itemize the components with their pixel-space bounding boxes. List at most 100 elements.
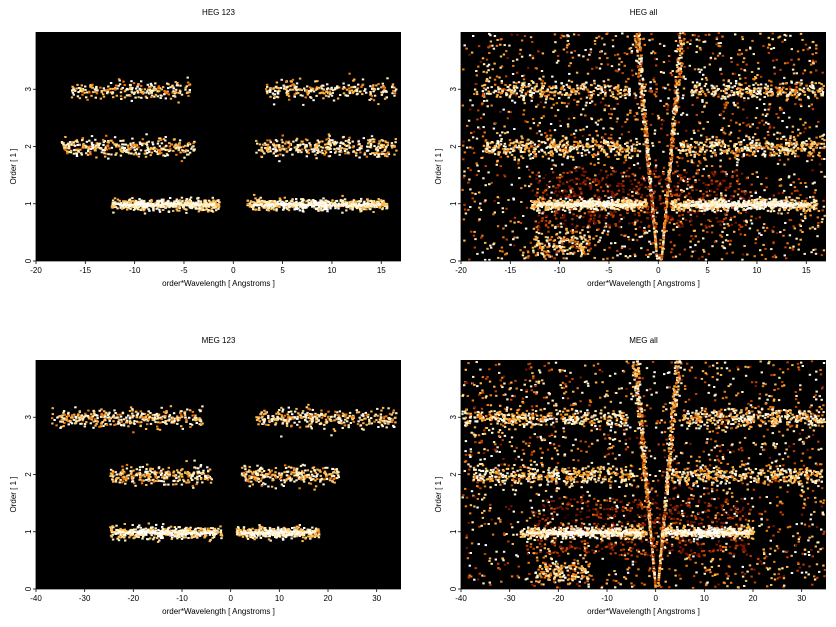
heatmap-cell xyxy=(217,207,220,210)
heatmap-cell xyxy=(184,148,188,151)
heatmap-cell xyxy=(326,146,329,148)
heatmap-cell xyxy=(493,78,497,81)
heatmap-cell xyxy=(751,39,754,42)
heatmap-cell xyxy=(352,79,355,82)
heatmap-cell xyxy=(157,87,160,90)
heatmap-cell xyxy=(654,242,657,245)
heatmap-cell xyxy=(730,57,733,60)
heatmap-cell xyxy=(709,194,712,197)
heatmap-cell xyxy=(724,171,727,173)
heatmap-cell xyxy=(373,94,377,97)
heatmap-cell xyxy=(181,199,184,202)
heatmap-cell xyxy=(758,216,761,219)
heatmap-cell xyxy=(565,190,568,193)
heatmap-cell xyxy=(185,211,188,214)
heatmap-cell xyxy=(492,243,495,246)
heatmap-cell xyxy=(103,149,107,152)
heatmap-cell xyxy=(666,134,669,137)
heatmap-cell xyxy=(682,50,685,53)
heatmap-cell xyxy=(703,66,706,69)
heatmap-cell xyxy=(72,88,75,91)
heatmap-cell xyxy=(575,246,578,249)
heatmap-cell xyxy=(292,88,295,91)
heatmap-cell xyxy=(292,204,295,207)
heatmap-cell xyxy=(463,174,466,177)
heatmap-cell xyxy=(683,65,686,68)
heatmap-cell xyxy=(590,118,594,121)
heatmap-cell xyxy=(278,144,281,147)
heatmap-cell xyxy=(104,145,108,148)
heatmap-cell xyxy=(515,58,519,61)
heatmap-cell xyxy=(682,32,685,35)
heatmap-cell xyxy=(755,217,758,220)
heatmap-cell xyxy=(173,92,176,95)
heatmap-cell xyxy=(350,200,353,203)
heatmap-cell xyxy=(704,158,707,161)
heatmap-cell xyxy=(106,145,109,148)
heatmap-cell xyxy=(154,82,157,85)
heatmap-cell xyxy=(620,247,624,250)
heatmap-cell xyxy=(319,145,323,148)
heatmap-cell xyxy=(582,55,585,58)
heatmap-cell xyxy=(717,32,720,35)
heatmap-cell xyxy=(754,190,757,193)
heatmap-cell xyxy=(640,99,643,102)
heatmap-cell xyxy=(577,54,581,57)
heatmap-cell xyxy=(479,202,482,205)
heatmap-cell xyxy=(651,215,655,218)
heatmap-cell xyxy=(486,65,489,68)
heatmap-cell xyxy=(595,221,599,224)
heatmap-cell xyxy=(126,208,129,211)
heatmap-cell xyxy=(134,96,137,99)
heatmap-cell xyxy=(638,57,641,60)
heatmap-cell xyxy=(188,91,191,94)
heatmap-cell xyxy=(579,247,582,250)
heatmap-cell xyxy=(562,238,566,241)
heatmap-cell xyxy=(529,241,532,244)
heatmap-cell xyxy=(323,92,326,95)
heatmap-cell xyxy=(697,257,701,260)
heatmap-cell xyxy=(381,204,384,207)
heatmap-cell xyxy=(563,236,566,239)
heatmap-cell xyxy=(164,155,167,157)
heatmap-cell xyxy=(296,145,300,148)
heatmap-cell xyxy=(377,198,380,200)
heatmap-cell xyxy=(255,208,258,211)
heatmap-cell xyxy=(723,132,727,135)
heatmap-cell xyxy=(524,92,528,95)
heatmap-cell xyxy=(694,235,697,238)
heatmap-cell xyxy=(611,139,614,142)
heatmap-cell xyxy=(276,92,280,95)
heatmap-cell xyxy=(803,215,807,218)
heatmap-cell xyxy=(386,77,389,80)
heatmap-cell xyxy=(708,63,711,66)
heatmap-cell xyxy=(285,147,288,150)
heatmap-cell xyxy=(617,182,620,185)
heatmap-cell xyxy=(136,91,140,94)
heatmap-cell xyxy=(608,226,611,229)
heatmap-cell xyxy=(474,238,477,241)
heatmap-cell xyxy=(587,224,590,227)
heatmap-cell xyxy=(341,87,345,90)
heatmap-cell xyxy=(213,205,216,208)
heatmap-cell xyxy=(676,61,680,64)
heatmap-cell xyxy=(215,204,218,207)
heatmap-cell xyxy=(347,141,350,144)
heatmap-cell xyxy=(816,216,819,219)
heatmap-cell xyxy=(352,199,356,202)
heatmap-cell xyxy=(128,198,132,201)
heatmap-cell xyxy=(285,200,289,202)
heatmap-cell xyxy=(177,201,180,204)
heatmap-cell xyxy=(629,157,633,160)
heatmap-cell xyxy=(490,104,493,107)
heatmap-cell xyxy=(672,141,675,144)
heatmap-cell xyxy=(462,176,465,179)
heatmap-cell xyxy=(139,209,142,211)
heatmap-cell xyxy=(355,152,358,155)
heatmap-cell xyxy=(740,52,743,55)
heatmap-cell xyxy=(312,90,316,93)
heatmap-cell xyxy=(372,99,376,102)
heatmap-cell xyxy=(215,203,218,206)
heatmap-cell xyxy=(664,188,667,191)
heatmap-cell xyxy=(246,199,249,202)
